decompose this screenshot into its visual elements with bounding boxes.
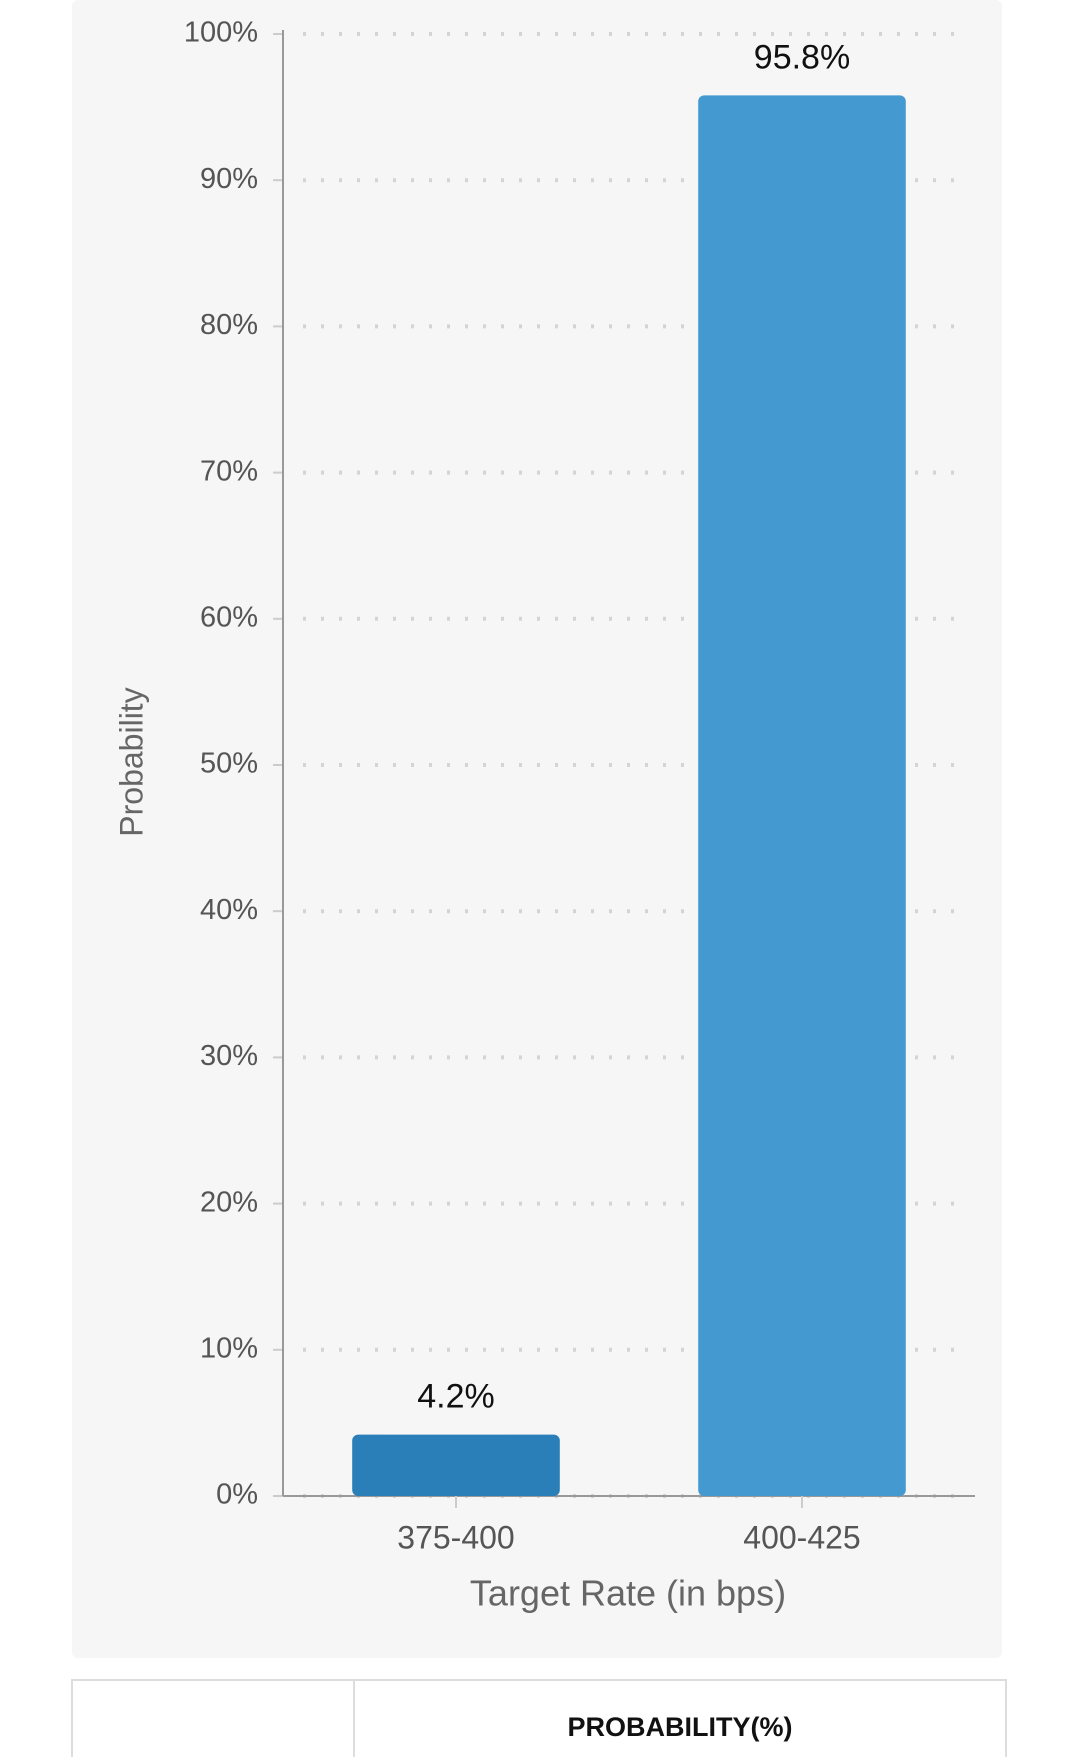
y-tick-label: 30% xyxy=(200,1040,258,1072)
bar xyxy=(352,1434,560,1496)
y-tick-label: 0% xyxy=(216,1479,258,1511)
plot: 0% 10% 20% 30% 40% 50% 60% 70% 80% 90% 100% 375-400… xyxy=(184,17,975,1555)
x-tick-label: 400-425 xyxy=(743,1519,860,1555)
value-label: 4.2% xyxy=(417,1378,495,1416)
value-label: 95.8% xyxy=(754,38,850,76)
y-tick-label: 90% xyxy=(200,163,258,195)
y-tick-label: 100% xyxy=(184,17,258,49)
y-tick-label: 50% xyxy=(200,748,258,780)
x-tick-label: 375-400 xyxy=(397,1519,514,1555)
bar xyxy=(698,95,906,1496)
y-tick-label: 70% xyxy=(200,455,258,487)
y-tick-label: 80% xyxy=(200,309,258,341)
table-header: PROBABILITY(%) xyxy=(568,1712,793,1742)
y-axis-title: Probability xyxy=(113,687,149,836)
x-axis-title: Target Rate (in bps) xyxy=(470,1573,786,1614)
y-tick-label: 60% xyxy=(200,601,258,633)
y-tick-label: 20% xyxy=(200,1186,258,1218)
y-tick-label: 10% xyxy=(200,1332,258,1364)
y-tick-label: 40% xyxy=(200,894,258,926)
table xyxy=(71,1679,1007,1757)
